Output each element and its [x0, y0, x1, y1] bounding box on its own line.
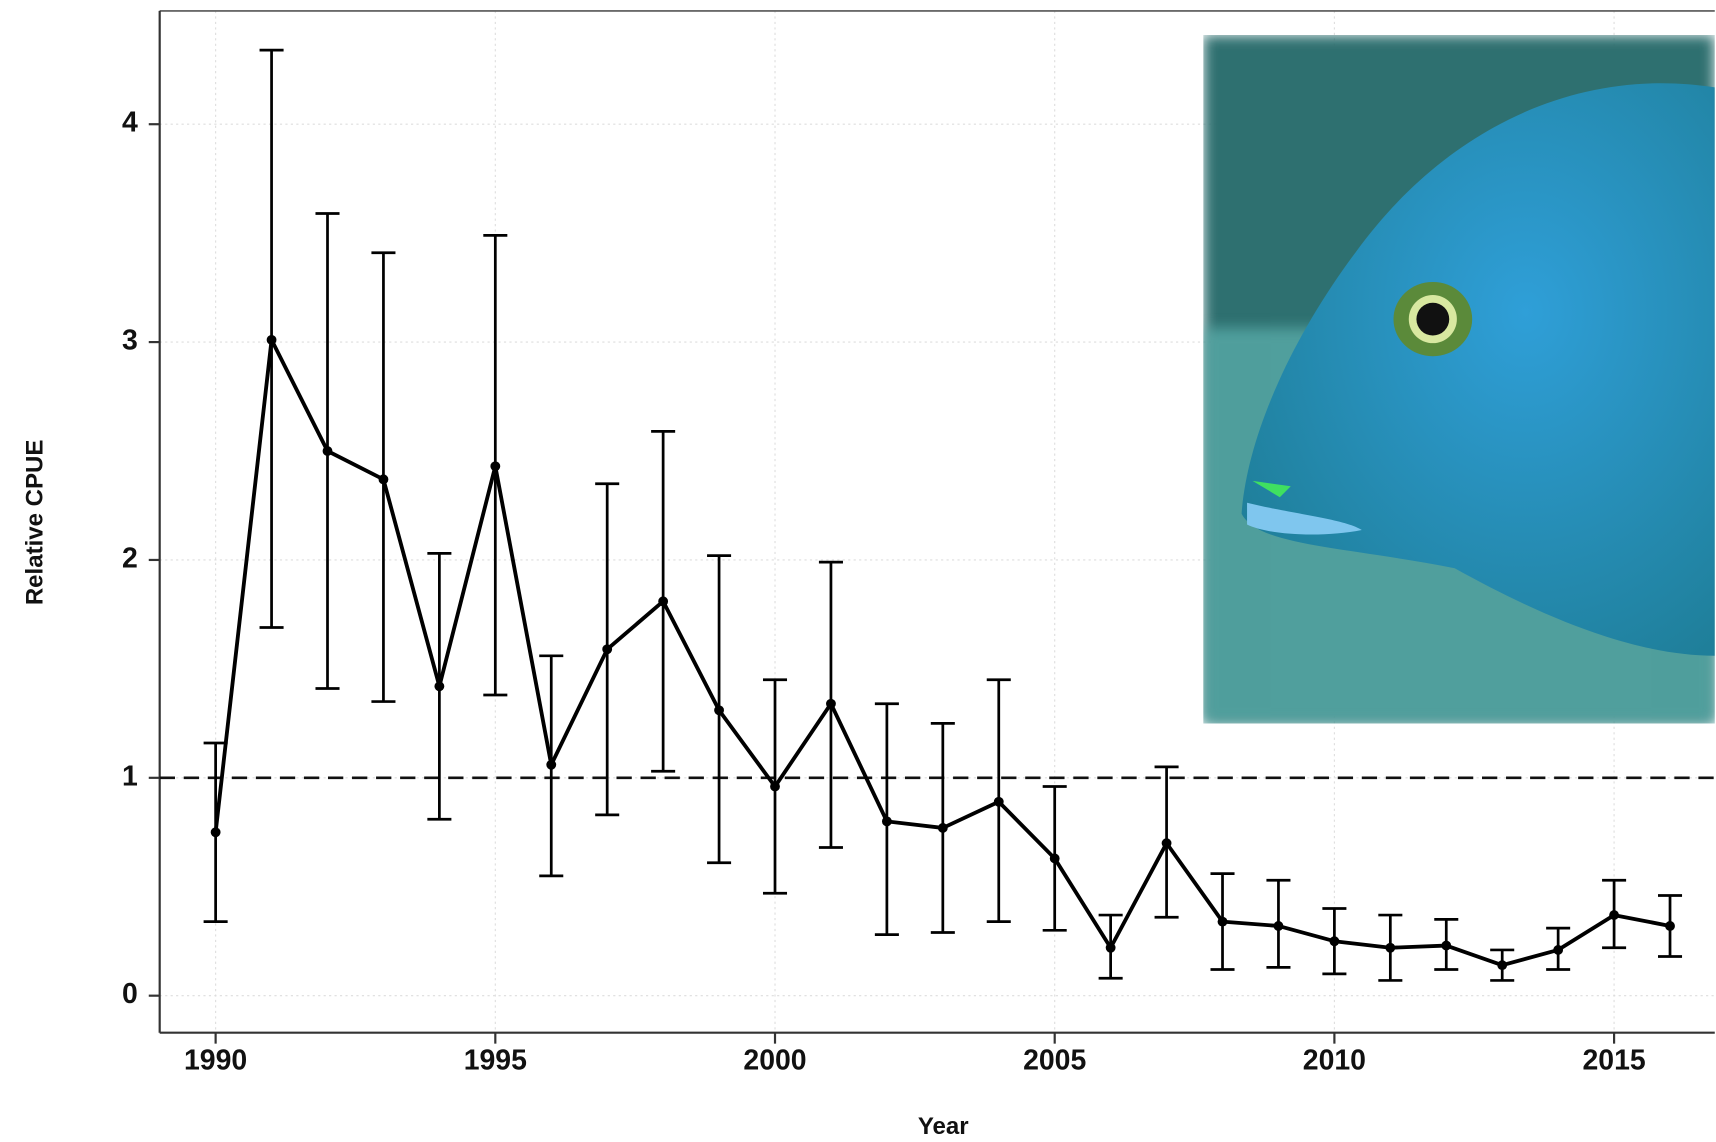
fish-photo	[1203, 34, 1715, 724]
data-point	[993, 796, 1004, 807]
y-axis-title: Relative CPUE	[22, 440, 49, 606]
x-tick-label: 2005	[1023, 1045, 1086, 1077]
x-tick-label: 2010	[1303, 1045, 1366, 1077]
y-tick-label: 2	[122, 542, 138, 574]
x-tick-label: 2015	[1582, 1045, 1645, 1077]
data-point	[434, 681, 445, 692]
x-tick-label: 1990	[184, 1045, 247, 1077]
data-point	[1609, 910, 1620, 920]
y-tick-label: 0	[122, 978, 138, 1010]
data-point	[1497, 960, 1508, 971]
data-point	[1161, 838, 1172, 849]
data-point	[546, 759, 557, 770]
data-point	[322, 446, 333, 456]
data-point	[881, 816, 892, 827]
x-tick-label: 1995	[464, 1045, 527, 1077]
data-point	[1665, 921, 1675, 931]
data-point	[1553, 945, 1564, 955]
data-point	[826, 698, 836, 709]
data-point	[1385, 942, 1396, 953]
data-point	[658, 596, 669, 607]
data-point	[770, 781, 780, 792]
data-point	[1329, 936, 1340, 947]
y-tick-label: 3	[122, 325, 138, 357]
data-point	[602, 644, 613, 655]
data-point	[210, 827, 221, 838]
data-point	[490, 461, 501, 472]
data-point	[1049, 853, 1060, 864]
x-tick-label: 2000	[743, 1045, 806, 1077]
y-tick-label: 1	[122, 760, 138, 792]
data-point	[378, 474, 389, 485]
data-point	[266, 334, 277, 345]
data-point	[937, 823, 948, 833]
data-point	[1105, 942, 1116, 953]
data-point	[1273, 921, 1284, 931]
x-axis-title: Year	[918, 1113, 969, 1140]
data-point	[1441, 940, 1452, 951]
y-tick-label: 4	[122, 107, 138, 139]
data-point	[1217, 916, 1228, 927]
data-point	[714, 705, 724, 716]
